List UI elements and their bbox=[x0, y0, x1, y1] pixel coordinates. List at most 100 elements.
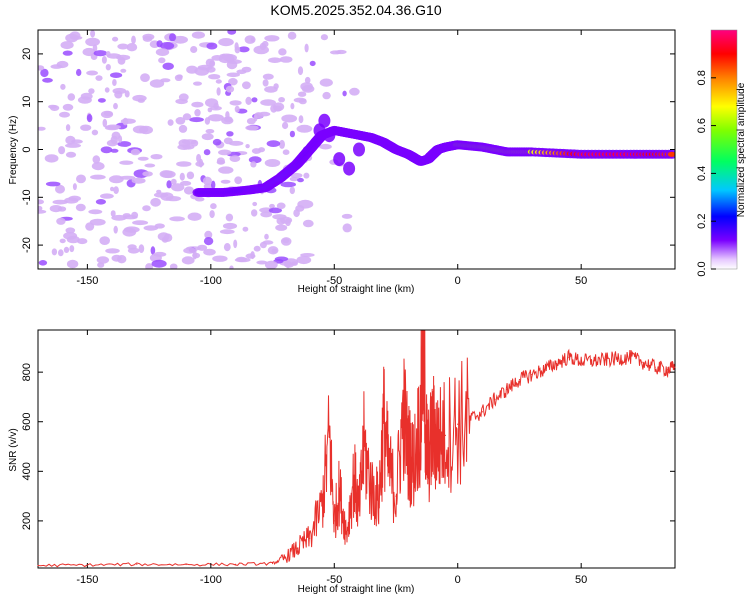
noise-blob bbox=[57, 206, 67, 212]
noise-blob bbox=[137, 156, 149, 161]
x-tick-label: 0 bbox=[455, 275, 461, 287]
noise-blob bbox=[59, 238, 66, 244]
noise-blob bbox=[58, 249, 64, 257]
noise-blob bbox=[297, 177, 304, 183]
snr-point bbox=[333, 520, 335, 522]
noise-blob bbox=[342, 223, 352, 233]
x-tick-label: 0 bbox=[455, 574, 461, 586]
noise-blob bbox=[38, 260, 48, 266]
noise-blob bbox=[88, 209, 103, 215]
snr-point bbox=[494, 398, 496, 400]
noise-blob bbox=[261, 40, 269, 48]
y-tick-label: -10 bbox=[21, 189, 33, 205]
noise-blob bbox=[218, 149, 232, 156]
noise-blob bbox=[260, 99, 276, 106]
noise-blob bbox=[303, 172, 310, 179]
noise-blob bbox=[150, 197, 162, 207]
noise-blob bbox=[205, 98, 219, 108]
noise-blob bbox=[254, 112, 264, 119]
noise-blob bbox=[165, 196, 182, 202]
noise-blob bbox=[234, 105, 240, 113]
noise-blob bbox=[258, 147, 265, 153]
noise-blob bbox=[319, 78, 333, 87]
noise-blob bbox=[123, 215, 138, 220]
x-tick-label: 50 bbox=[575, 275, 587, 287]
noise-blob bbox=[298, 115, 304, 124]
snr-point bbox=[605, 359, 607, 361]
y-tick-label: 20 bbox=[21, 48, 33, 60]
noise-blob bbox=[301, 85, 315, 93]
noise-blob bbox=[304, 76, 311, 84]
spectrogram-ridge bbox=[192, 113, 675, 197]
noise-blob bbox=[242, 81, 251, 90]
snr-point bbox=[136, 563, 138, 565]
snr-point bbox=[543, 369, 545, 371]
noise-blob bbox=[222, 222, 238, 230]
noise-blob bbox=[225, 111, 230, 120]
noise-blob bbox=[60, 41, 74, 50]
noise-blob bbox=[52, 199, 68, 205]
noise-blob bbox=[242, 226, 249, 232]
noise-blob bbox=[145, 263, 153, 269]
noise-blob bbox=[105, 51, 111, 57]
snr-data-points bbox=[37, 331, 676, 567]
noise-blob bbox=[245, 125, 259, 131]
noise-blob bbox=[250, 251, 255, 260]
noise-blob bbox=[156, 189, 162, 194]
noise-blob bbox=[182, 113, 192, 121]
noise-blob bbox=[86, 70, 98, 76]
snr-x-label: Height of straight line (km) bbox=[298, 584, 415, 595]
noise-blob bbox=[120, 68, 127, 73]
noise-blob bbox=[183, 186, 195, 195]
noise-blob bbox=[241, 66, 252, 73]
noise-blob bbox=[40, 68, 49, 78]
noise-blob bbox=[260, 211, 273, 218]
noise-blob bbox=[85, 37, 100, 47]
noise-blob bbox=[76, 68, 82, 77]
noise-blob bbox=[111, 131, 121, 140]
noise-blob bbox=[123, 226, 140, 233]
noise-blob bbox=[156, 40, 163, 48]
noise-blob bbox=[110, 210, 116, 217]
x-tick-label: -100 bbox=[200, 574, 222, 586]
x-tick-label: 50 bbox=[575, 574, 587, 586]
noise-blob bbox=[289, 130, 295, 138]
noise-blob bbox=[138, 244, 145, 254]
noise-blob bbox=[203, 248, 216, 256]
noise-blob bbox=[227, 59, 242, 64]
noise-blob bbox=[58, 146, 66, 155]
noise-blob bbox=[44, 154, 59, 163]
noise-blob bbox=[204, 230, 213, 239]
snr-point bbox=[427, 458, 429, 460]
noise-blob bbox=[169, 33, 176, 42]
noise-blob bbox=[155, 48, 170, 56]
noise-blob bbox=[190, 139, 199, 147]
noise-blob bbox=[183, 247, 197, 254]
snr-point bbox=[425, 431, 427, 433]
noise-blob bbox=[80, 124, 92, 131]
noise-blob bbox=[264, 260, 278, 269]
noise-blob bbox=[176, 74, 183, 79]
noise-blob bbox=[264, 159, 281, 167]
noise-blob bbox=[86, 114, 93, 123]
snr-point bbox=[630, 356, 632, 358]
noise-blob bbox=[105, 63, 111, 71]
noise-blob bbox=[150, 246, 156, 255]
noise-blob bbox=[93, 50, 108, 57]
ridge-core bbox=[667, 151, 675, 157]
noise-blob bbox=[178, 93, 189, 102]
snr-point bbox=[667, 369, 669, 371]
noise-blob bbox=[228, 78, 238, 86]
snr-panel: -150 -100 -50 0 50 200 400 600 800 Height of st… bbox=[8, 329, 676, 595]
noise-blob bbox=[287, 31, 297, 40]
x-tick-label: -100 bbox=[200, 275, 222, 287]
noise-blob bbox=[197, 64, 213, 71]
snr-point bbox=[383, 421, 385, 423]
noise-blob bbox=[143, 225, 159, 231]
snr-point bbox=[422, 331, 424, 334]
noise-blob bbox=[191, 101, 204, 108]
colorbar-tick-label: 0.8 bbox=[696, 70, 708, 85]
noise-blob bbox=[181, 256, 195, 265]
spectrogram-x-label: Height of straight line (km) bbox=[298, 284, 415, 295]
noise-blob bbox=[282, 238, 290, 243]
